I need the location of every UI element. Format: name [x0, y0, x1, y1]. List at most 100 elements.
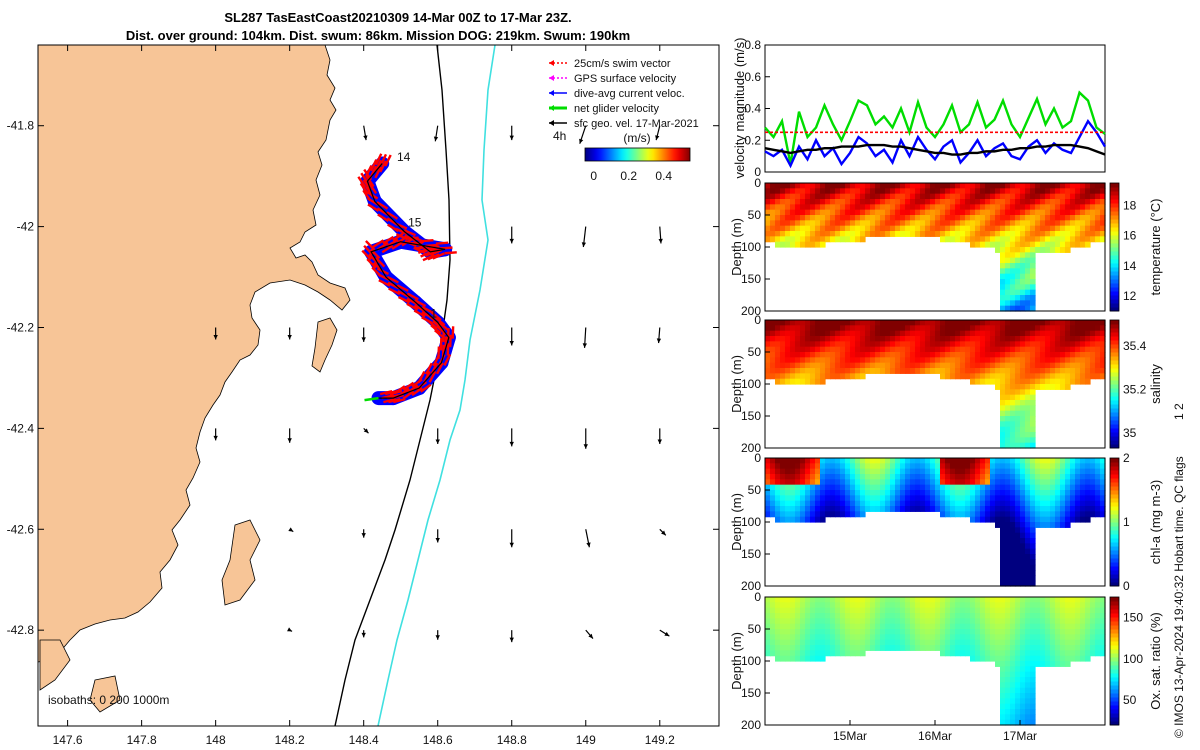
section-cell: [805, 490, 811, 496]
section-cell: [910, 193, 916, 200]
section-cell: [885, 352, 891, 358]
section-cell: [965, 325, 971, 332]
section-cell: [1020, 602, 1026, 609]
section-cell: [970, 639, 976, 646]
section-cell: [845, 506, 851, 512]
section-cell: [800, 468, 806, 475]
section-cell: [835, 336, 841, 342]
section-cell: [955, 330, 961, 337]
section-cell: [980, 500, 986, 507]
section-cell: [1000, 231, 1006, 237]
section-cell: [775, 639, 781, 646]
section-cell: [990, 341, 996, 348]
section-cell: [935, 209, 941, 216]
section-cell: [1050, 247, 1056, 253]
section-cell: [935, 188, 941, 195]
time-tick-label: 17Mar: [1003, 729, 1037, 743]
section-cell: [1030, 220, 1036, 227]
section-cell: [1000, 357, 1006, 364]
section-cell: [870, 215, 876, 221]
section-cell: [895, 613, 901, 619]
section-cell: [1050, 378, 1056, 385]
section-cell: [800, 188, 806, 195]
section-cell: [1060, 247, 1066, 253]
section-cell: [1025, 273, 1031, 280]
section-cell: [1080, 655, 1086, 662]
section-cell: [820, 225, 826, 232]
section-cell: [1085, 215, 1091, 221]
section-cell: [1025, 645, 1031, 651]
section-cell: [795, 607, 801, 614]
section-cell: [795, 225, 801, 232]
colorbar-cell: [1110, 352, 1119, 357]
section-cell: [1000, 570, 1006, 576]
section-cell: [1040, 378, 1046, 385]
colorbar-tick-label: 12: [1123, 289, 1137, 303]
section-cell: [990, 495, 996, 502]
section-cell: [1010, 183, 1016, 189]
section-cell: [1080, 225, 1086, 232]
section-cell: [785, 357, 791, 364]
section-cell: [935, 352, 941, 358]
section-cell: [950, 199, 956, 205]
colorbar-cell: [1110, 356, 1119, 361]
section-cell: [1015, 352, 1021, 358]
section-cell: [1010, 709, 1016, 715]
section-cell: [1075, 220, 1081, 227]
colorbar-cell: [1110, 376, 1119, 381]
section-cell: [1040, 522, 1046, 528]
section-cell: [1065, 629, 1071, 635]
section-cell: [920, 479, 926, 486]
section-cell: [830, 352, 836, 358]
section-cell: [1020, 405, 1026, 412]
section-cell: [780, 495, 786, 502]
section-cell: [1100, 325, 1106, 332]
section-cell: [790, 495, 796, 502]
section-cell: [1000, 368, 1006, 374]
section-cell: [930, 215, 936, 221]
section-cell: [1045, 650, 1051, 657]
section-cell: [1030, 225, 1036, 232]
section-cell: [810, 634, 816, 641]
section-cell: [1085, 330, 1091, 337]
credit-group: © IMOS 13-Apr-2024 19:40:32 Hobart time.…: [1172, 403, 1186, 738]
section-cell: [1070, 225, 1076, 232]
section-cell: [970, 188, 976, 195]
section-cell: [1010, 241, 1016, 248]
section-cell: [780, 468, 786, 475]
section-cell: [800, 479, 806, 486]
section-cell: [875, 204, 881, 211]
section-cell: [1050, 231, 1056, 237]
section-cell: [890, 484, 896, 491]
section-cell: [940, 330, 946, 337]
section-cell: [1030, 458, 1036, 464]
section-cell: [895, 231, 901, 237]
section-cell: [955, 623, 961, 630]
section-cell: [965, 330, 971, 337]
section-cell: [845, 495, 851, 502]
section-cell: [930, 220, 936, 227]
section-cell: [1005, 437, 1011, 444]
section-cell: [1020, 394, 1026, 401]
section-cell: [825, 468, 831, 475]
section-cell: [1035, 204, 1041, 211]
section-cell: [905, 500, 911, 507]
section-cell: [945, 357, 951, 364]
section-cell: [775, 373, 781, 380]
section-cell: [1060, 650, 1066, 657]
section-cell: [775, 484, 781, 491]
section-cell: [800, 362, 806, 369]
section-cell: [1005, 231, 1011, 237]
section-cell: [905, 341, 911, 348]
section-cell: [1070, 511, 1076, 518]
section-cell: [1020, 548, 1026, 555]
section-cell: [975, 368, 981, 374]
section-cell: [935, 325, 941, 332]
section-cell: [980, 183, 986, 189]
section-cell: [1035, 209, 1041, 216]
section-cell: [830, 618, 836, 625]
section-cell: [975, 495, 981, 502]
section-cell: [1020, 666, 1026, 673]
section-cell: [910, 458, 916, 464]
section-cell: [840, 618, 846, 625]
